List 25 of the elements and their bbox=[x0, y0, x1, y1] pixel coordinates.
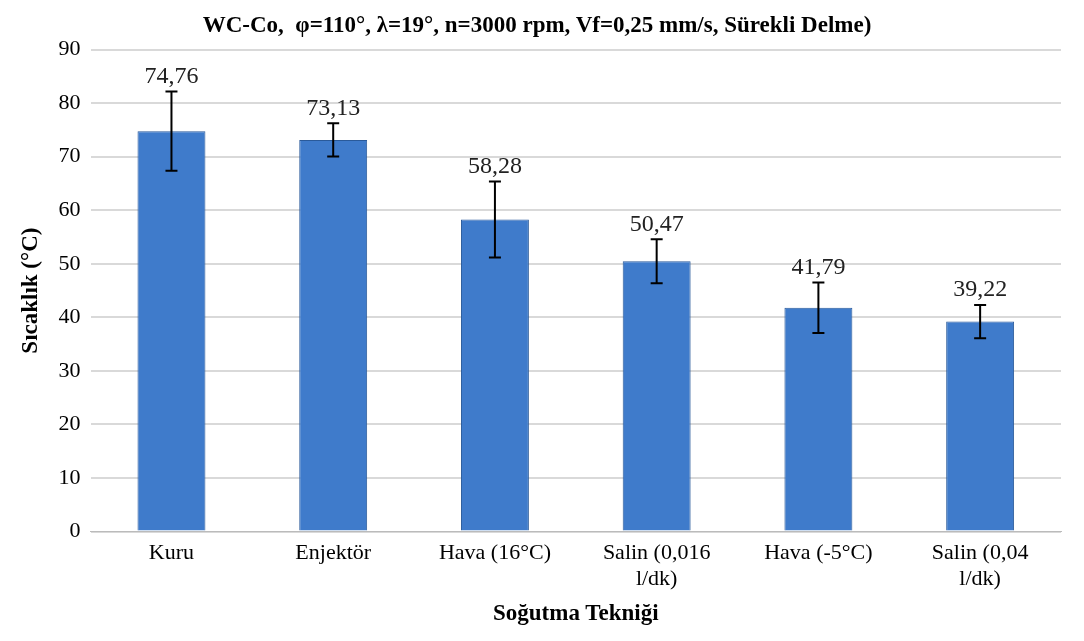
data-label: 74,76 bbox=[144, 61, 199, 88]
y-axis-title: Sıcaklık (°C) bbox=[16, 227, 42, 354]
y-tick-label: 90 bbox=[58, 35, 81, 61]
x-tick-label: Hava (-5°C) bbox=[764, 538, 873, 564]
x-tick-label: Enjektör bbox=[295, 538, 372, 564]
data-label: 39,22 bbox=[953, 275, 1008, 302]
y-tick-label: 50 bbox=[58, 249, 81, 275]
chart-title: WC-Co, φ=110°, λ=19°, n=3000 rpm, Vf=0,25 mm/s, Sürekli Delme) bbox=[202, 11, 872, 37]
x-tick-label: Salin (0,016 l/dk) bbox=[602, 538, 711, 590]
y-tick-label: 70 bbox=[58, 142, 81, 168]
x-tick-label: Kuru bbox=[148, 538, 195, 564]
y-tick-label: 0 bbox=[69, 517, 81, 543]
data-label: 73,13 bbox=[306, 93, 361, 120]
x-tick-label: Salin (0,04 l/dk) bbox=[931, 538, 1029, 590]
data-label: 58,28 bbox=[467, 151, 522, 178]
y-tick-label: 30 bbox=[58, 356, 81, 382]
data-label: 41,79 bbox=[791, 252, 846, 279]
y-tick-label: 60 bbox=[58, 196, 81, 222]
x-tick-label: Hava (16°C) bbox=[438, 538, 551, 564]
y-tick-label: 80 bbox=[58, 88, 81, 114]
x-axis-title: Soğutma Tekniği bbox=[493, 600, 660, 626]
data-label: 50,47 bbox=[629, 209, 684, 236]
y-tick-label: 10 bbox=[58, 463, 81, 489]
y-tick-label: 20 bbox=[58, 410, 81, 436]
y-tick-label: 40 bbox=[58, 303, 81, 329]
